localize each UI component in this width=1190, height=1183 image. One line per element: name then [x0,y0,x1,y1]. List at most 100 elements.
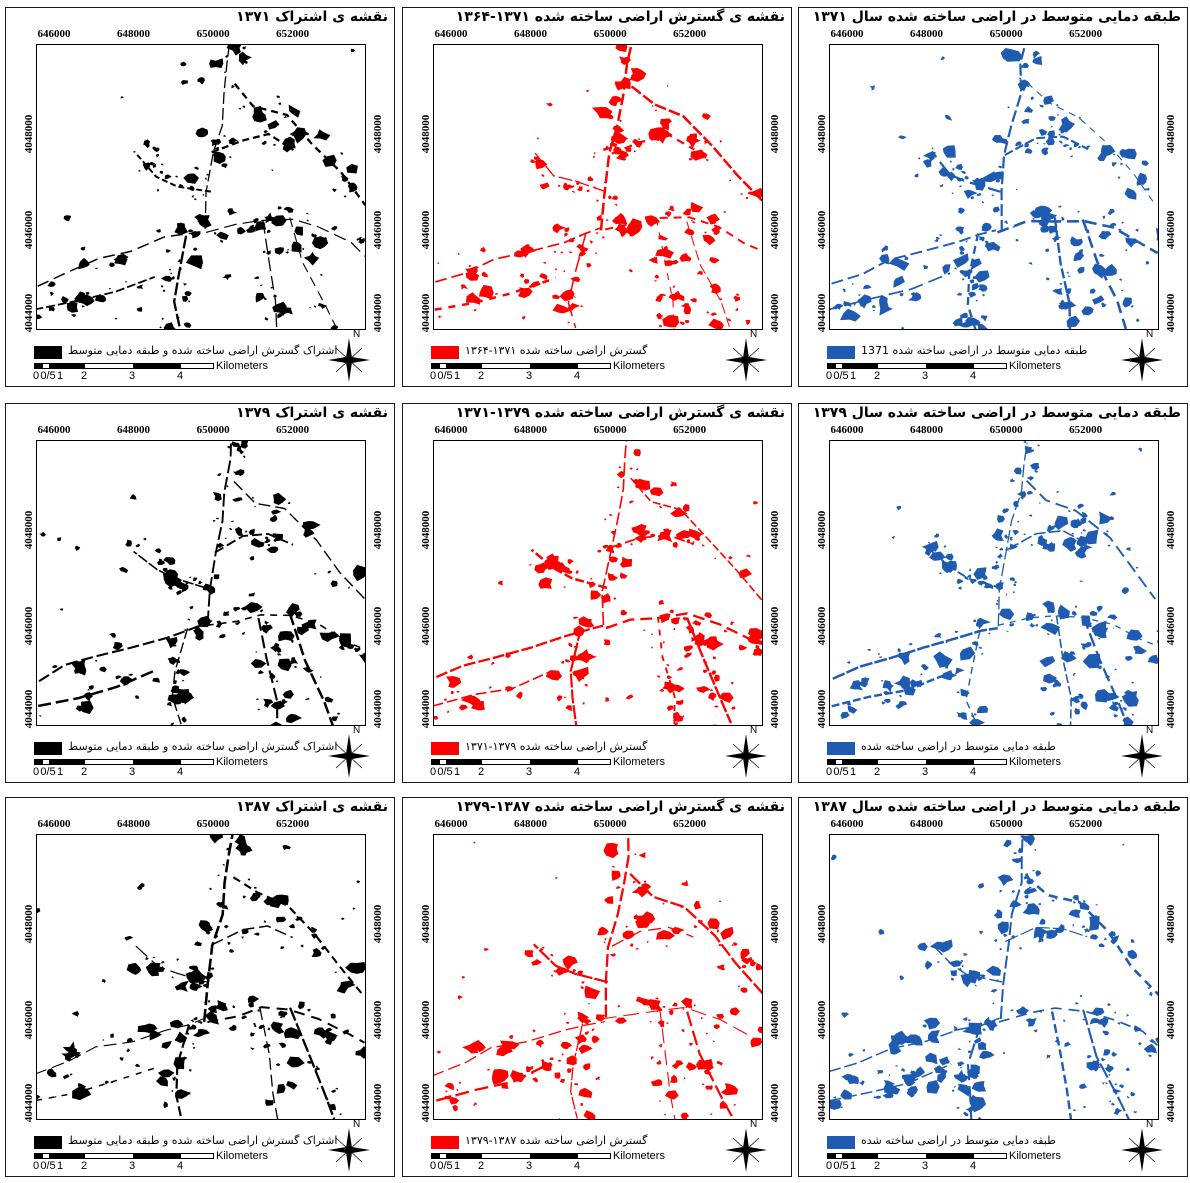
urban-patch [1126,1013,1129,1017]
urban-patch [1033,56,1036,59]
urban-patch [684,228,695,236]
urban-patch [681,535,685,538]
urban-patch [1052,932,1058,936]
urban-patch [573,296,576,299]
urban-patch [187,1024,197,1030]
urban-patch [697,919,704,925]
urban-patch [263,698,274,708]
y-tick-label-right: 4048000 [1165,114,1177,154]
scale-label: 0 [32,1160,40,1172]
urban-patch [263,897,276,906]
urban-patch [958,1048,961,1050]
urban-patch [673,722,679,725]
urban-patch [680,906,683,908]
urban-patch [991,134,1008,145]
urban-patch [167,586,173,590]
urban-patch [583,1063,591,1071]
urban-patch [998,608,1015,621]
urban-patch [940,56,946,61]
urban-patch [716,964,726,971]
x-tick-label: 648000 [514,424,548,436]
urban-patch [264,316,269,321]
urban-patch [1098,666,1103,670]
urban-patch [297,249,300,252]
urban-patch [565,705,573,712]
urban-patch [587,176,594,182]
urban-patch [960,974,971,988]
x-tick-label: 650000 [196,424,230,436]
urban-patch [1062,1019,1066,1022]
urban-patch [833,1096,836,1099]
urban-patch [1125,1067,1130,1072]
urban-road-strip [1082,1009,1130,1119]
urban-patch [584,683,588,687]
urban-patch [1079,901,1090,911]
urban-patch [938,939,953,953]
urban-patch [224,925,229,929]
urban-patch [1092,295,1105,305]
urban-patch [1024,142,1030,148]
urban-patch [590,577,593,580]
urban-patch [956,578,964,585]
urban-patch [1121,221,1125,224]
urban-patch [979,976,982,979]
urban-patch [1125,655,1133,661]
urban-road-strip [37,1067,157,1102]
urban-patch [252,105,267,123]
urban-patch [676,666,684,671]
urban-patch [1147,654,1158,665]
urban-patch [676,699,684,705]
urban-patch [244,530,248,533]
urban-patch [603,842,619,859]
urban-patch [688,157,693,161]
urban-patch [977,882,985,889]
y-tick-label-left: 4048000 [816,904,828,944]
urban-patch [965,1106,975,1114]
urban-patch [958,207,966,215]
urban-patch [848,1053,854,1057]
urban-patch [671,314,674,317]
urban-patch [1102,1030,1110,1036]
urban-patch [1026,878,1035,885]
urban-patch [959,245,965,251]
urban-patch [59,608,64,611]
urban-patch [330,325,339,329]
urban-patch [1088,916,1100,931]
y-tick-label-right: 4048000 [769,114,781,154]
urban-patch [994,939,998,943]
urban-patch [135,695,140,699]
urban-patch [604,938,607,941]
urban-patch [991,564,1000,570]
urban-patch [75,545,81,551]
urban-patch [903,682,916,696]
y-tick-label-left: 4048000 [23,114,35,154]
urban-patch [701,1083,705,1086]
urban-patch [552,294,561,300]
urban-patch [1073,250,1085,262]
urban-patch [481,271,488,278]
urban-road-strip [605,612,762,653]
urban-patch [1073,143,1079,148]
urban-patch [274,247,284,255]
urban-patch [656,1010,659,1013]
legend-label: طبقه دمایی متوسط در اراضی ساخته شده 1371 [861,344,1088,357]
urban-patch [660,118,672,127]
urban-patch [278,1042,287,1049]
urban-patch [62,1074,70,1080]
urban-patch [665,663,670,667]
urban-patch [460,284,469,290]
urban-patch [616,486,620,489]
urban-patch [956,163,963,171]
urban-patch [602,145,612,152]
urban-patch [956,292,963,296]
urban-patch [538,577,553,589]
urban-patch [1081,615,1091,626]
urban-patch [580,986,584,989]
map-panel: طبقه دمایی متوسط در اراضی ساخته شده سال … [798,797,1188,1177]
urban-patch [951,1089,955,1092]
map-title: نقشه ی اشتراک ۱۳۷۱ [236,9,388,25]
urban-patch [473,1104,476,1107]
urban-patch [658,505,662,509]
urban-patch [305,697,310,701]
urban-patch [1046,524,1055,532]
